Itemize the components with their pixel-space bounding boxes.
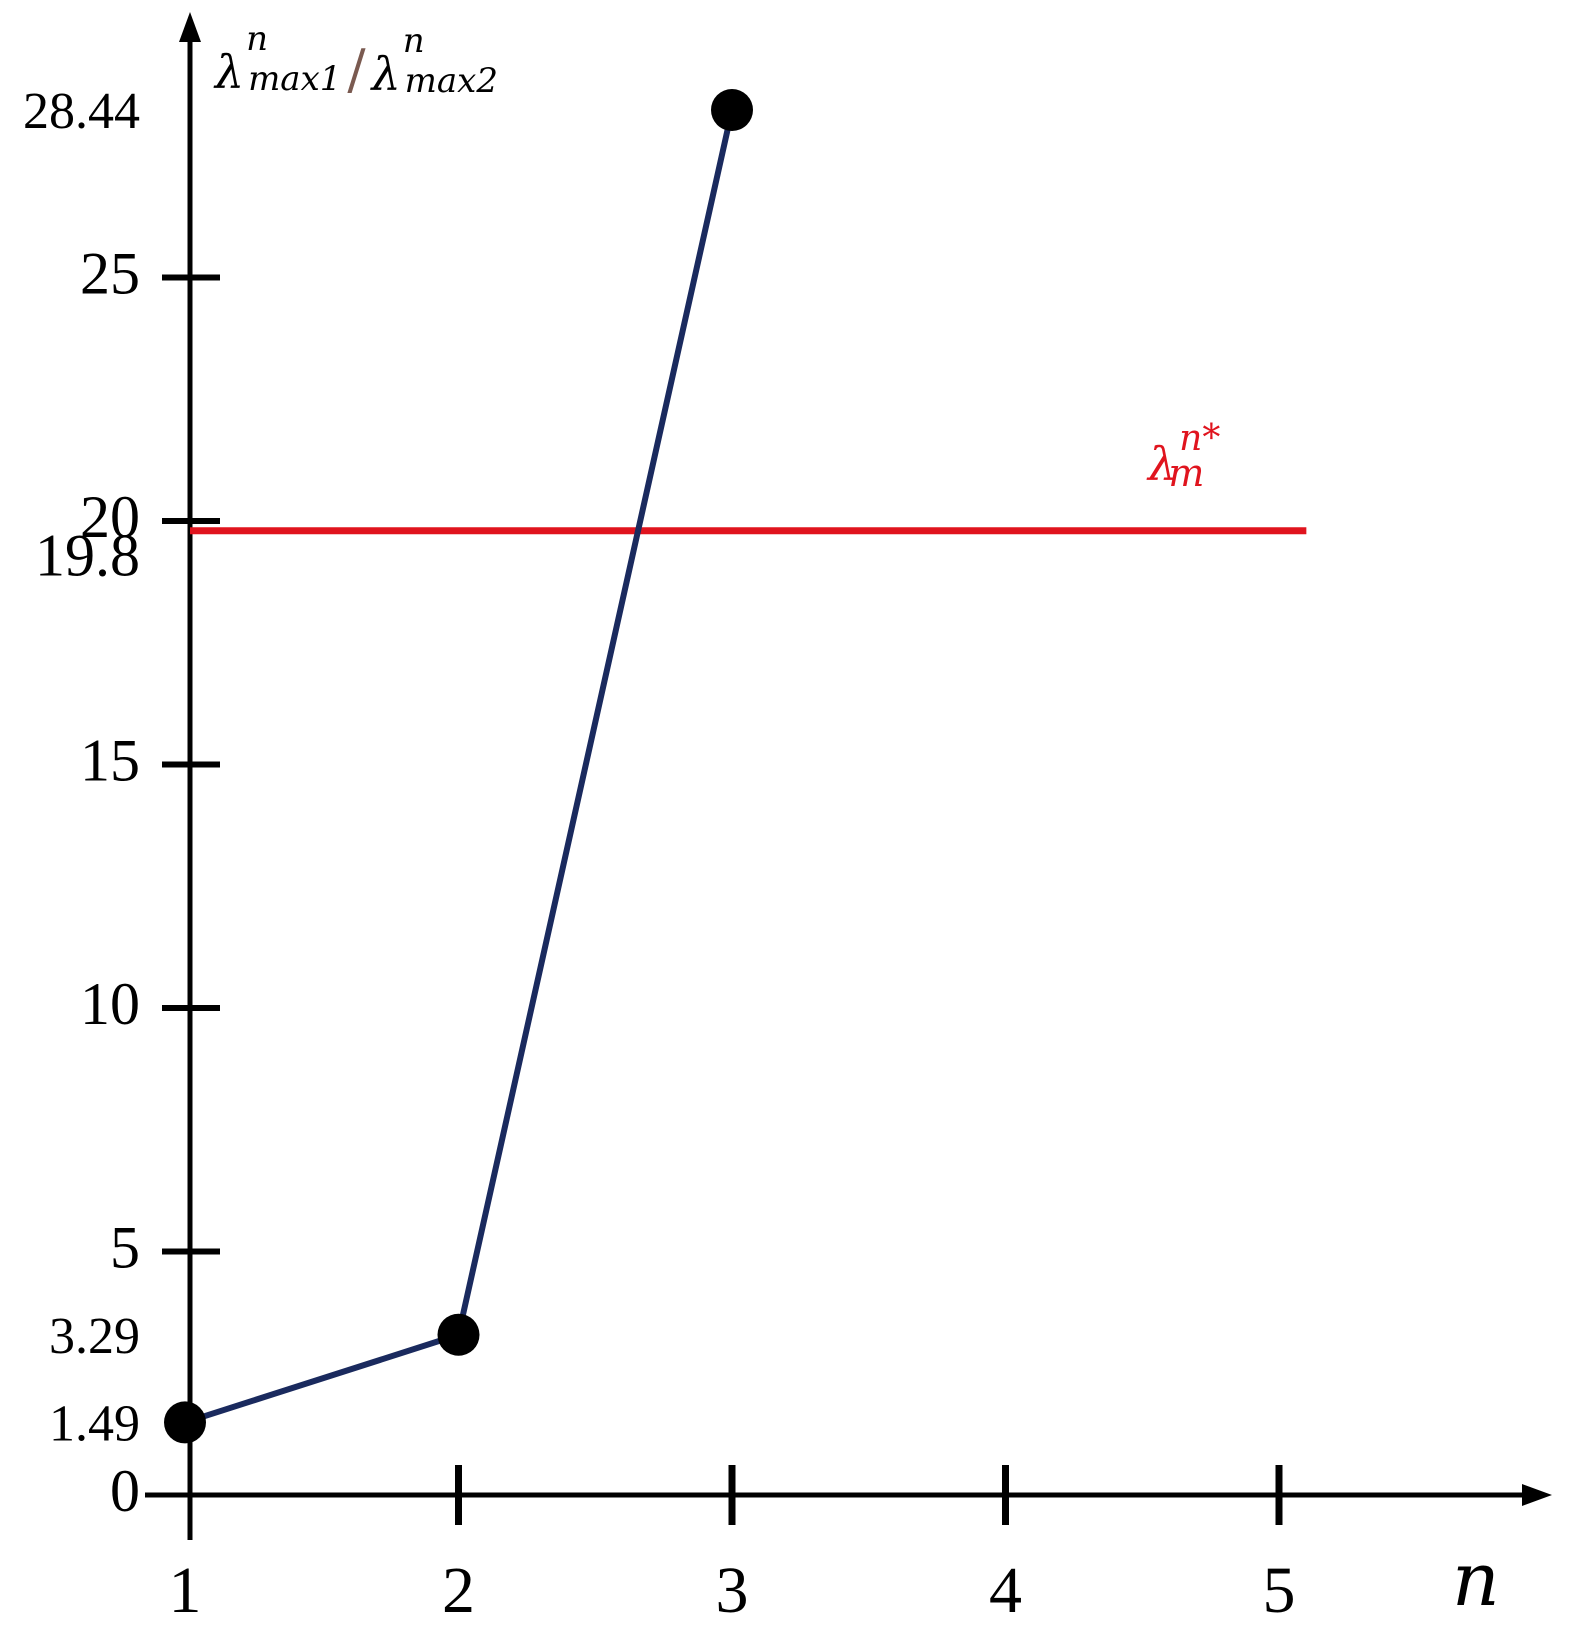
y-tick-label: 15 [80, 728, 140, 794]
y-label-lambda-left: λ [213, 45, 244, 99]
x-tick-label: 1 [169, 1554, 202, 1627]
y-label-slash: / [347, 38, 366, 101]
data-point [164, 1401, 206, 1444]
y-axis-ticks: 0 5 10 15 20 25 [80, 241, 220, 1524]
ref-annotation-lambda: λ [1146, 437, 1177, 491]
y-label-sub-left: max1 [248, 59, 341, 99]
y-label-sup-left: n [246, 19, 268, 59]
x-tick-label: 5 [1263, 1554, 1296, 1627]
y-axis-label: λn max1/λn max2 [213, 19, 498, 101]
y-tick-label: 0 [110, 1458, 140, 1524]
ref-annotation-sup: n* [1179, 418, 1220, 459]
y-tick-label: 10 [80, 971, 140, 1037]
data-point [711, 88, 753, 131]
data-value-label: 28.44 [23, 83, 140, 140]
x-tick-label: 3 [716, 1554, 749, 1627]
x-axis-label: n [1452, 1537, 1500, 1623]
y-label-sup-right: n [403, 21, 425, 61]
series-group: 1.49 3.29 28.44 [23, 83, 753, 1452]
y-tick-label: 5 [110, 1215, 140, 1281]
ref-annotation-sub: m [1168, 451, 1204, 495]
reference-line-annotation: λn* m [1146, 418, 1220, 495]
y-axis-arrowhead [179, 12, 201, 42]
data-point [437, 1313, 480, 1356]
y-label-lambda-right: λ [370, 47, 401, 101]
x-axis-arrowhead [1522, 1484, 1552, 1506]
data-value-label: 1.49 [49, 1395, 140, 1452]
y-tick-label: 20 [80, 484, 140, 550]
x-tick-label: 4 [989, 1554, 1022, 1627]
reference-line-group: 19.8 [35, 523, 1307, 589]
reference-line-value-label: 19.8 [35, 523, 140, 589]
axes [145, 12, 1552, 1540]
x-axis-ticks: 1 2 3 4 5 [169, 1465, 1296, 1627]
series-line [184, 109, 735, 1426]
data-value-label: 3.29 [49, 1308, 140, 1365]
y-label-sub-right: max2 [405, 61, 498, 101]
x-tick-label: 2 [442, 1554, 475, 1627]
y-tick-label: 25 [80, 241, 140, 307]
